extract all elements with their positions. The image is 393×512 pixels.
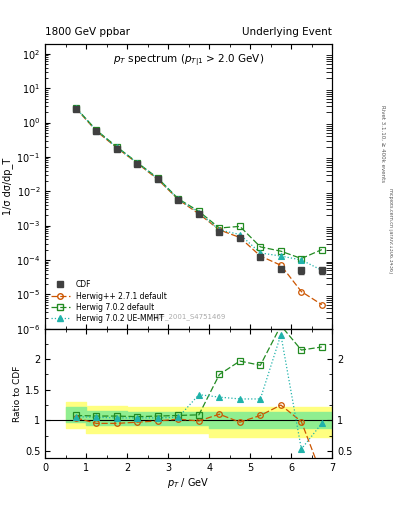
Text: $p_T$ spectrum ($p_{T|1}$ > 2.0 GeV): $p_T$ spectrum ($p_{T|1}$ > 2.0 GeV) [113, 52, 264, 68]
X-axis label: $p_T$ / GeV: $p_T$ / GeV [167, 476, 210, 490]
Legend: CDF, Herwig++ 2.7.1 default, Herwig 7.0.2 default, Herwig 7.0.2 UE-MMHT: CDF, Herwig++ 2.7.1 default, Herwig 7.0.… [48, 278, 170, 326]
Text: mcplots.cern.ch [arXiv:1306.3436]: mcplots.cern.ch [arXiv:1306.3436] [388, 188, 393, 273]
Y-axis label: 1/σ dσ/dp_T: 1/σ dσ/dp_T [2, 158, 13, 215]
Text: Rivet 3.1.10, ≥ 400k events: Rivet 3.1.10, ≥ 400k events [381, 105, 386, 182]
Text: 1800 GeV ppbar: 1800 GeV ppbar [45, 27, 130, 37]
Y-axis label: Ratio to CDF: Ratio to CDF [13, 365, 22, 421]
Text: CDF_2001_S4751469: CDF_2001_S4751469 [151, 313, 226, 320]
Text: Underlying Event: Underlying Event [242, 27, 332, 37]
